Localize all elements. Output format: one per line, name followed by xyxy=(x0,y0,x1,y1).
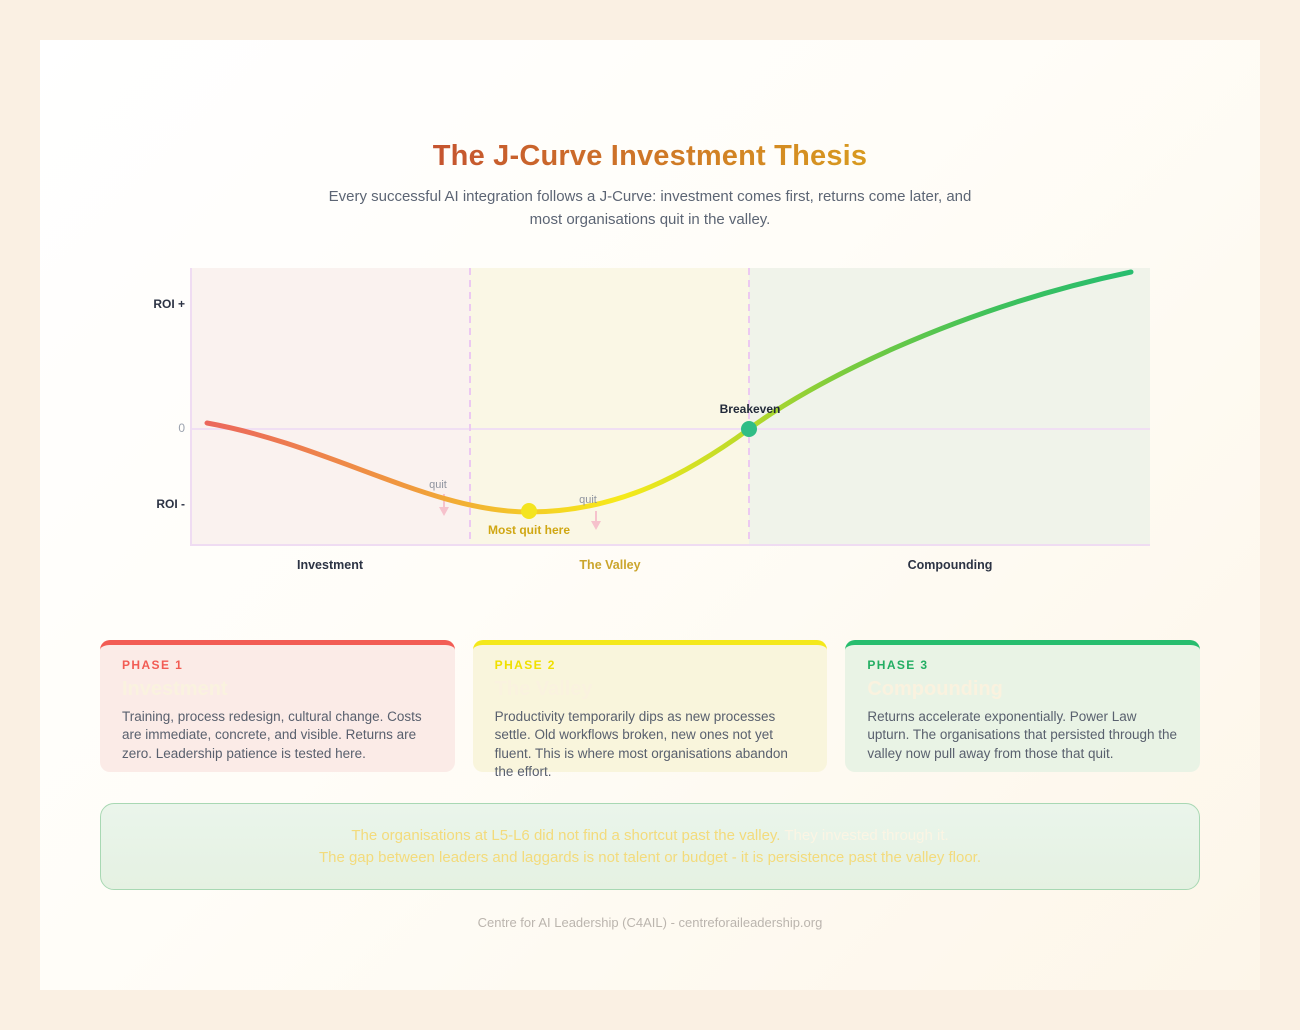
phase-2-body: Productivity temporarily dips as new pro… xyxy=(494,709,788,780)
phase-2-label: PHASE 2 xyxy=(494,658,556,672)
callout-highlight: They invested through it. xyxy=(784,827,949,844)
zone-label-valley: The Valley xyxy=(579,558,641,572)
summary-callout: The organisations at L5-L6 did not find … xyxy=(100,803,1200,890)
quit-arrow-1-head xyxy=(439,507,449,516)
phase-3-title: Compounding xyxy=(867,678,1003,700)
page-title: The J-Curve Investment Thesis xyxy=(432,140,868,172)
phase-3-label: PHASE 3 xyxy=(867,658,929,672)
phase-3-body: Returns accelerate exponentially. Power … xyxy=(867,709,1178,761)
zone-band-compounding xyxy=(749,268,1150,546)
zone-band-investment xyxy=(190,268,470,546)
breakeven-annotation: Breakeven xyxy=(719,402,781,416)
j-curve-chart: ROI + 0 ROI - Investment The Valley Comp… xyxy=(130,268,1210,603)
y-tick-roi-plus: ROI + xyxy=(153,297,185,311)
zone-label-compounding: Compounding xyxy=(907,558,993,572)
footer-credit: Centre for AI Leadership (C4AIL) - centr… xyxy=(477,915,823,930)
infographic-card: The J-Curve Investment Thesis Every succ… xyxy=(40,40,1260,990)
breakeven-dot xyxy=(741,421,757,437)
valley-floor-dot xyxy=(521,503,537,519)
y-tick-roi-minus: ROI - xyxy=(156,497,185,511)
roi-curve xyxy=(204,269,1134,515)
zone-band-valley xyxy=(470,268,749,546)
j-curve-plot xyxy=(190,268,1150,546)
phase-card-compounding: PHASE 3 Compounding Returns accelerate e… xyxy=(845,640,1201,772)
phase-1-title: Investment xyxy=(122,678,228,700)
most-quit-annotation: Most quit here xyxy=(487,523,571,537)
phase-card-valley: PHASE 2 The Valley Productivity temporar… xyxy=(472,640,828,779)
y-tick-zero: 0 xyxy=(178,421,185,435)
page-subtitle: Every successful AI integration follows … xyxy=(328,188,972,228)
phase-2-title: The Valley xyxy=(494,678,593,700)
phase-cards-row: PHASE 1 Investment Training, process red… xyxy=(100,640,1201,779)
phase-1-body: Training, process redesign, cultural cha… xyxy=(122,709,422,761)
quit-annotation-1: quit xyxy=(429,479,447,491)
quit-arrow-2-head xyxy=(591,521,601,530)
phase-card-investment: PHASE 1 Investment Training, process red… xyxy=(100,640,455,772)
callout-line-2: The gap between leaders and laggards is … xyxy=(318,849,982,866)
quit-annotation-2: quit xyxy=(579,494,597,506)
callout-line-1: The organisations at L5-L6 did not find … xyxy=(351,827,949,844)
phase-1-label: PHASE 1 xyxy=(122,658,184,672)
zone-label-investment: Investment xyxy=(297,558,363,572)
